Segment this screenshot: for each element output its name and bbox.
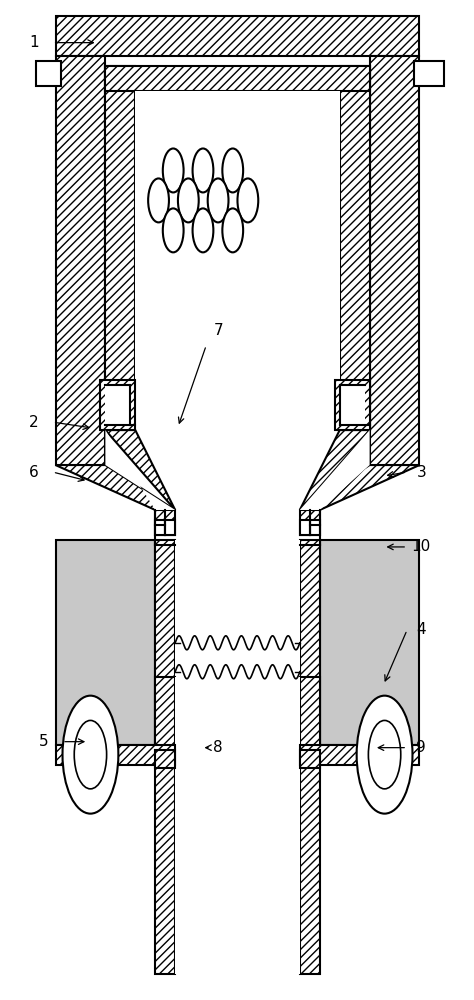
Bar — [340, 66, 370, 430]
Text: 2: 2 — [29, 415, 38, 430]
Bar — [300, 750, 320, 768]
Bar — [55, 540, 155, 745]
Bar — [175, 540, 300, 745]
Bar — [300, 677, 320, 974]
Bar — [155, 677, 175, 974]
Text: 5: 5 — [38, 734, 48, 749]
Bar — [155, 750, 175, 768]
Text: 10: 10 — [412, 539, 431, 554]
Text: 8: 8 — [213, 740, 223, 755]
Circle shape — [356, 696, 412, 814]
Text: 9: 9 — [417, 740, 426, 755]
Bar — [55, 16, 419, 56]
Bar — [36, 61, 61, 86]
Text: 1: 1 — [29, 35, 38, 50]
Circle shape — [222, 148, 243, 192]
Circle shape — [63, 696, 118, 814]
Polygon shape — [105, 430, 175, 510]
Bar — [105, 66, 135, 430]
Bar — [340, 385, 365, 425]
Bar — [310, 520, 320, 535]
Bar — [300, 510, 320, 535]
Bar — [100, 380, 135, 430]
Bar — [155, 520, 165, 535]
Bar — [165, 520, 175, 535]
Bar — [55, 56, 105, 465]
Circle shape — [163, 148, 183, 192]
Circle shape — [163, 208, 183, 252]
Bar — [370, 56, 419, 465]
Polygon shape — [55, 465, 175, 510]
Polygon shape — [300, 430, 370, 510]
Circle shape — [222, 208, 243, 252]
Circle shape — [368, 720, 401, 789]
Text: 4: 4 — [417, 622, 426, 637]
Bar — [155, 540, 175, 745]
Circle shape — [148, 178, 169, 222]
Text: 7: 7 — [213, 323, 223, 338]
Bar — [300, 540, 320, 745]
Circle shape — [208, 178, 228, 222]
Circle shape — [192, 148, 213, 192]
Circle shape — [192, 208, 213, 252]
Polygon shape — [300, 465, 419, 510]
Polygon shape — [300, 430, 370, 510]
Bar — [135, 91, 340, 430]
Circle shape — [178, 178, 199, 222]
Bar — [300, 520, 310, 535]
Bar — [320, 540, 419, 745]
Bar — [175, 677, 300, 974]
Bar — [105, 66, 370, 91]
Bar — [335, 380, 370, 430]
Bar — [105, 385, 130, 425]
Bar — [414, 61, 445, 86]
Circle shape — [237, 178, 258, 222]
Bar — [300, 745, 419, 765]
Circle shape — [74, 720, 107, 789]
Bar — [175, 643, 300, 672]
Bar — [55, 745, 175, 765]
Text: 3: 3 — [417, 465, 426, 480]
Polygon shape — [105, 430, 175, 510]
Bar — [155, 510, 175, 535]
Text: 6: 6 — [29, 465, 39, 480]
